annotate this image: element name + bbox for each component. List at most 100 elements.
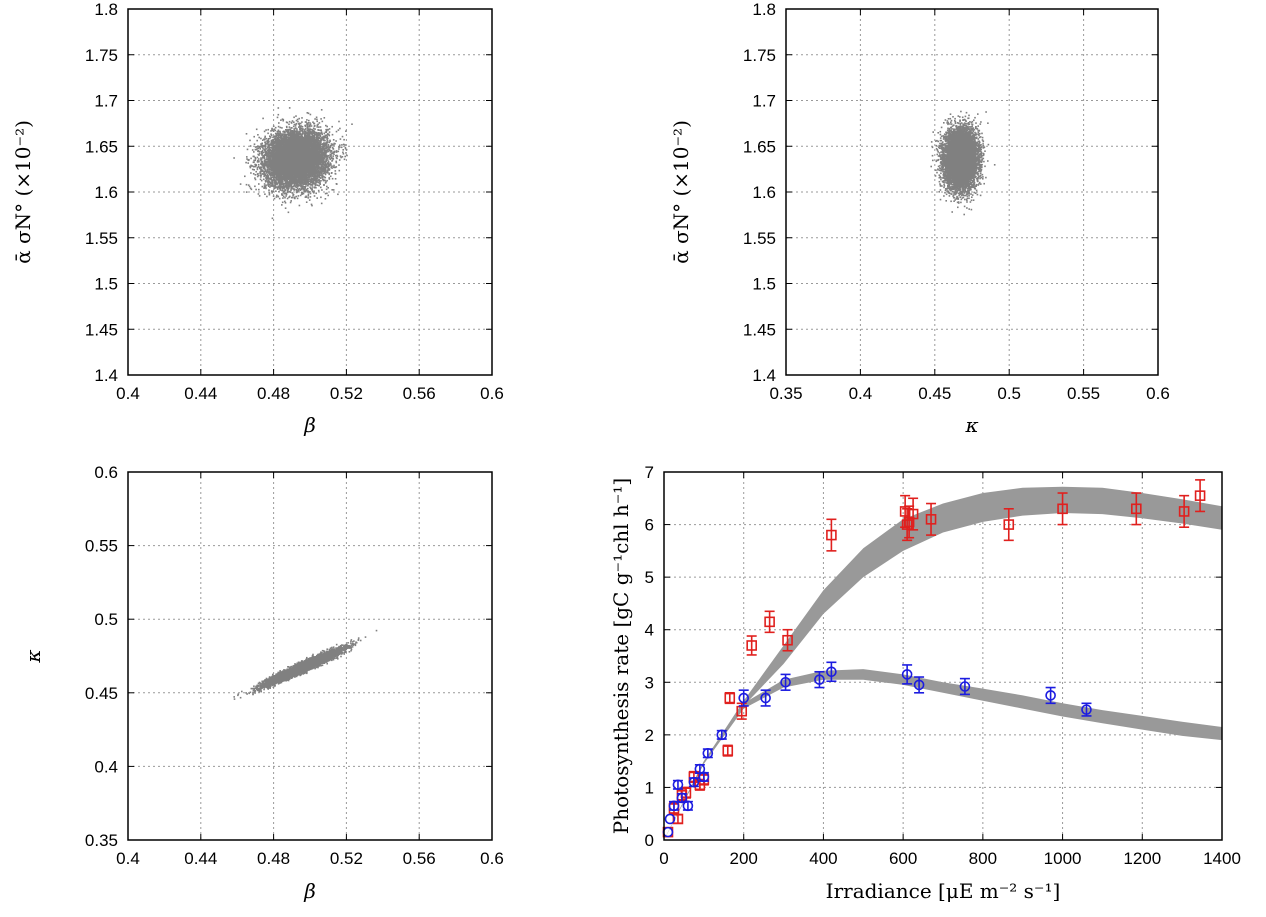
sample-point <box>317 181 320 184</box>
sample-point <box>319 129 321 132</box>
sample-point <box>275 134 278 137</box>
sample-point <box>264 181 267 183</box>
sample-point <box>307 195 310 197</box>
sample-point <box>257 147 259 150</box>
x-tick-label: 0.56 <box>403 384 436 403</box>
sample-point <box>285 195 287 197</box>
sample-point <box>325 124 327 127</box>
sample-point <box>330 150 333 152</box>
sample-point <box>279 126 282 129</box>
sample-point <box>297 195 300 197</box>
sample-point <box>274 175 276 178</box>
sample-point <box>264 148 266 150</box>
sample-point <box>301 186 304 189</box>
sample-point <box>257 158 260 160</box>
sample-point <box>257 134 259 136</box>
sample-point <box>252 165 255 168</box>
sample-point <box>313 183 316 185</box>
sample-point <box>294 125 297 127</box>
sample-point <box>284 137 286 140</box>
sample-point <box>329 164 331 167</box>
sample-point <box>255 188 257 191</box>
y-tick-label: 1.4 <box>94 366 118 385</box>
sample-point <box>297 189 300 192</box>
sample-point <box>257 163 260 166</box>
sample-point <box>324 139 326 142</box>
sample-point <box>315 181 317 183</box>
sample-point <box>258 195 261 197</box>
sample-point <box>338 146 340 148</box>
sample-point <box>279 136 281 139</box>
sample-point <box>267 143 269 145</box>
sample-point <box>323 139 325 142</box>
sample-point <box>293 129 296 131</box>
sample-point <box>291 196 294 199</box>
sample-point <box>270 149 273 152</box>
sample-point <box>306 119 308 121</box>
sample-point <box>246 158 248 160</box>
sample-point <box>309 125 311 128</box>
sample-point <box>321 171 324 173</box>
sample-point <box>325 160 327 162</box>
sample-point <box>275 179 278 181</box>
sample-point <box>269 186 271 188</box>
sample-point <box>275 146 278 148</box>
sample-point <box>285 193 288 196</box>
sample-point <box>284 184 287 186</box>
sample-point <box>301 134 303 136</box>
sample-point <box>309 187 312 190</box>
sample-point <box>254 165 257 168</box>
sample-point <box>267 128 269 131</box>
sample-point <box>305 201 308 203</box>
sample-point <box>309 192 312 195</box>
sample-point <box>328 133 330 136</box>
sample-point <box>324 154 326 157</box>
sample-point <box>333 153 335 155</box>
sample-point <box>289 131 292 133</box>
sample-point <box>283 135 286 138</box>
sample-point <box>278 186 280 189</box>
sample-point <box>316 197 318 199</box>
sample-point <box>261 173 263 175</box>
sample-point <box>271 153 274 156</box>
sample-point <box>310 125 313 127</box>
sample-point <box>308 199 311 201</box>
sample-point <box>245 191 248 193</box>
sample-point <box>263 159 266 161</box>
y-tick-label: 1.6 <box>94 183 118 202</box>
sample-point <box>298 126 300 128</box>
sample-point <box>299 189 302 191</box>
sample-point <box>317 126 320 128</box>
sample-point <box>306 132 309 134</box>
sample-point <box>339 138 342 140</box>
sample-point <box>304 125 307 128</box>
sample-point <box>255 146 258 148</box>
sample-point <box>270 136 272 138</box>
sample-point <box>293 116 295 119</box>
sample-point <box>309 122 311 124</box>
sample-point <box>329 139 331 142</box>
sample-point <box>296 129 298 132</box>
sample-point <box>255 170 257 173</box>
sample-point <box>298 130 301 133</box>
sample-point <box>331 146 334 149</box>
sample-point <box>335 166 338 168</box>
sample-point <box>307 193 310 196</box>
sample-point <box>316 118 318 121</box>
sample-point <box>298 204 301 207</box>
sample-point <box>292 188 295 190</box>
sample-point <box>305 185 307 188</box>
sample-point <box>326 170 329 173</box>
sample-point <box>247 162 249 164</box>
sample-point <box>260 143 262 145</box>
sample-point <box>335 161 338 164</box>
sample-point <box>277 181 280 184</box>
sample-point <box>312 173 315 176</box>
sample-point <box>317 176 319 179</box>
sample-point <box>323 136 325 139</box>
sample-point <box>249 187 252 189</box>
sample-point <box>271 181 274 183</box>
sample-point <box>340 156 342 159</box>
sample-point <box>342 151 344 154</box>
